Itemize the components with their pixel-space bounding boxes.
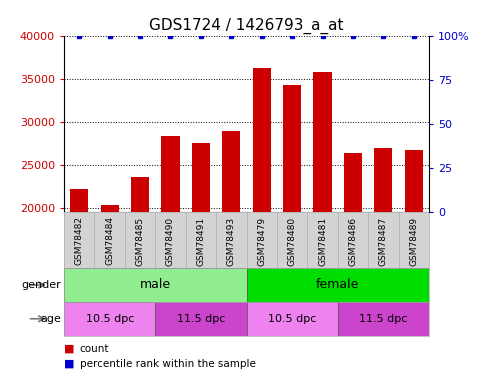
Bar bbox=[344, 153, 362, 212]
Title: GDS1724 / 1426793_a_at: GDS1724 / 1426793_a_at bbox=[149, 18, 344, 34]
Bar bbox=[374, 148, 392, 212]
Bar bbox=[70, 189, 88, 212]
Bar bbox=[131, 177, 149, 212]
Bar bbox=[222, 131, 241, 212]
Text: GSM78487: GSM78487 bbox=[379, 216, 388, 266]
Text: male: male bbox=[140, 279, 171, 291]
Bar bbox=[101, 205, 119, 212]
Bar bbox=[155, 302, 246, 336]
Text: GSM78489: GSM78489 bbox=[409, 216, 418, 266]
Text: gender: gender bbox=[22, 280, 62, 290]
Text: female: female bbox=[316, 279, 359, 291]
Bar bbox=[161, 136, 179, 212]
Text: GSM78485: GSM78485 bbox=[136, 216, 144, 266]
Bar bbox=[246, 302, 338, 336]
Text: 10.5 dpc: 10.5 dpc bbox=[85, 314, 134, 324]
Text: percentile rank within the sample: percentile rank within the sample bbox=[80, 359, 256, 369]
Text: GSM78491: GSM78491 bbox=[196, 216, 206, 266]
Text: ■: ■ bbox=[64, 359, 74, 369]
Bar bbox=[252, 68, 271, 212]
Bar bbox=[64, 302, 155, 336]
Text: 11.5 dpc: 11.5 dpc bbox=[359, 314, 408, 324]
Text: GSM78490: GSM78490 bbox=[166, 216, 175, 266]
Text: GSM78493: GSM78493 bbox=[227, 216, 236, 266]
Text: GSM78486: GSM78486 bbox=[349, 216, 357, 266]
Text: ■: ■ bbox=[64, 344, 74, 354]
Bar bbox=[338, 302, 429, 336]
Bar bbox=[405, 150, 423, 212]
Bar bbox=[283, 86, 301, 212]
Bar bbox=[246, 268, 429, 302]
Text: GSM78482: GSM78482 bbox=[75, 216, 84, 266]
Text: count: count bbox=[80, 344, 109, 354]
Text: age: age bbox=[41, 314, 62, 324]
Bar bbox=[64, 268, 246, 302]
Text: 10.5 dpc: 10.5 dpc bbox=[268, 314, 317, 324]
Text: GSM78481: GSM78481 bbox=[318, 216, 327, 266]
Text: 11.5 dpc: 11.5 dpc bbox=[176, 314, 225, 324]
Text: GSM78479: GSM78479 bbox=[257, 216, 266, 266]
Text: GSM78480: GSM78480 bbox=[287, 216, 297, 266]
Bar bbox=[314, 72, 332, 212]
Text: GSM78484: GSM78484 bbox=[105, 216, 114, 266]
Bar bbox=[192, 143, 210, 212]
